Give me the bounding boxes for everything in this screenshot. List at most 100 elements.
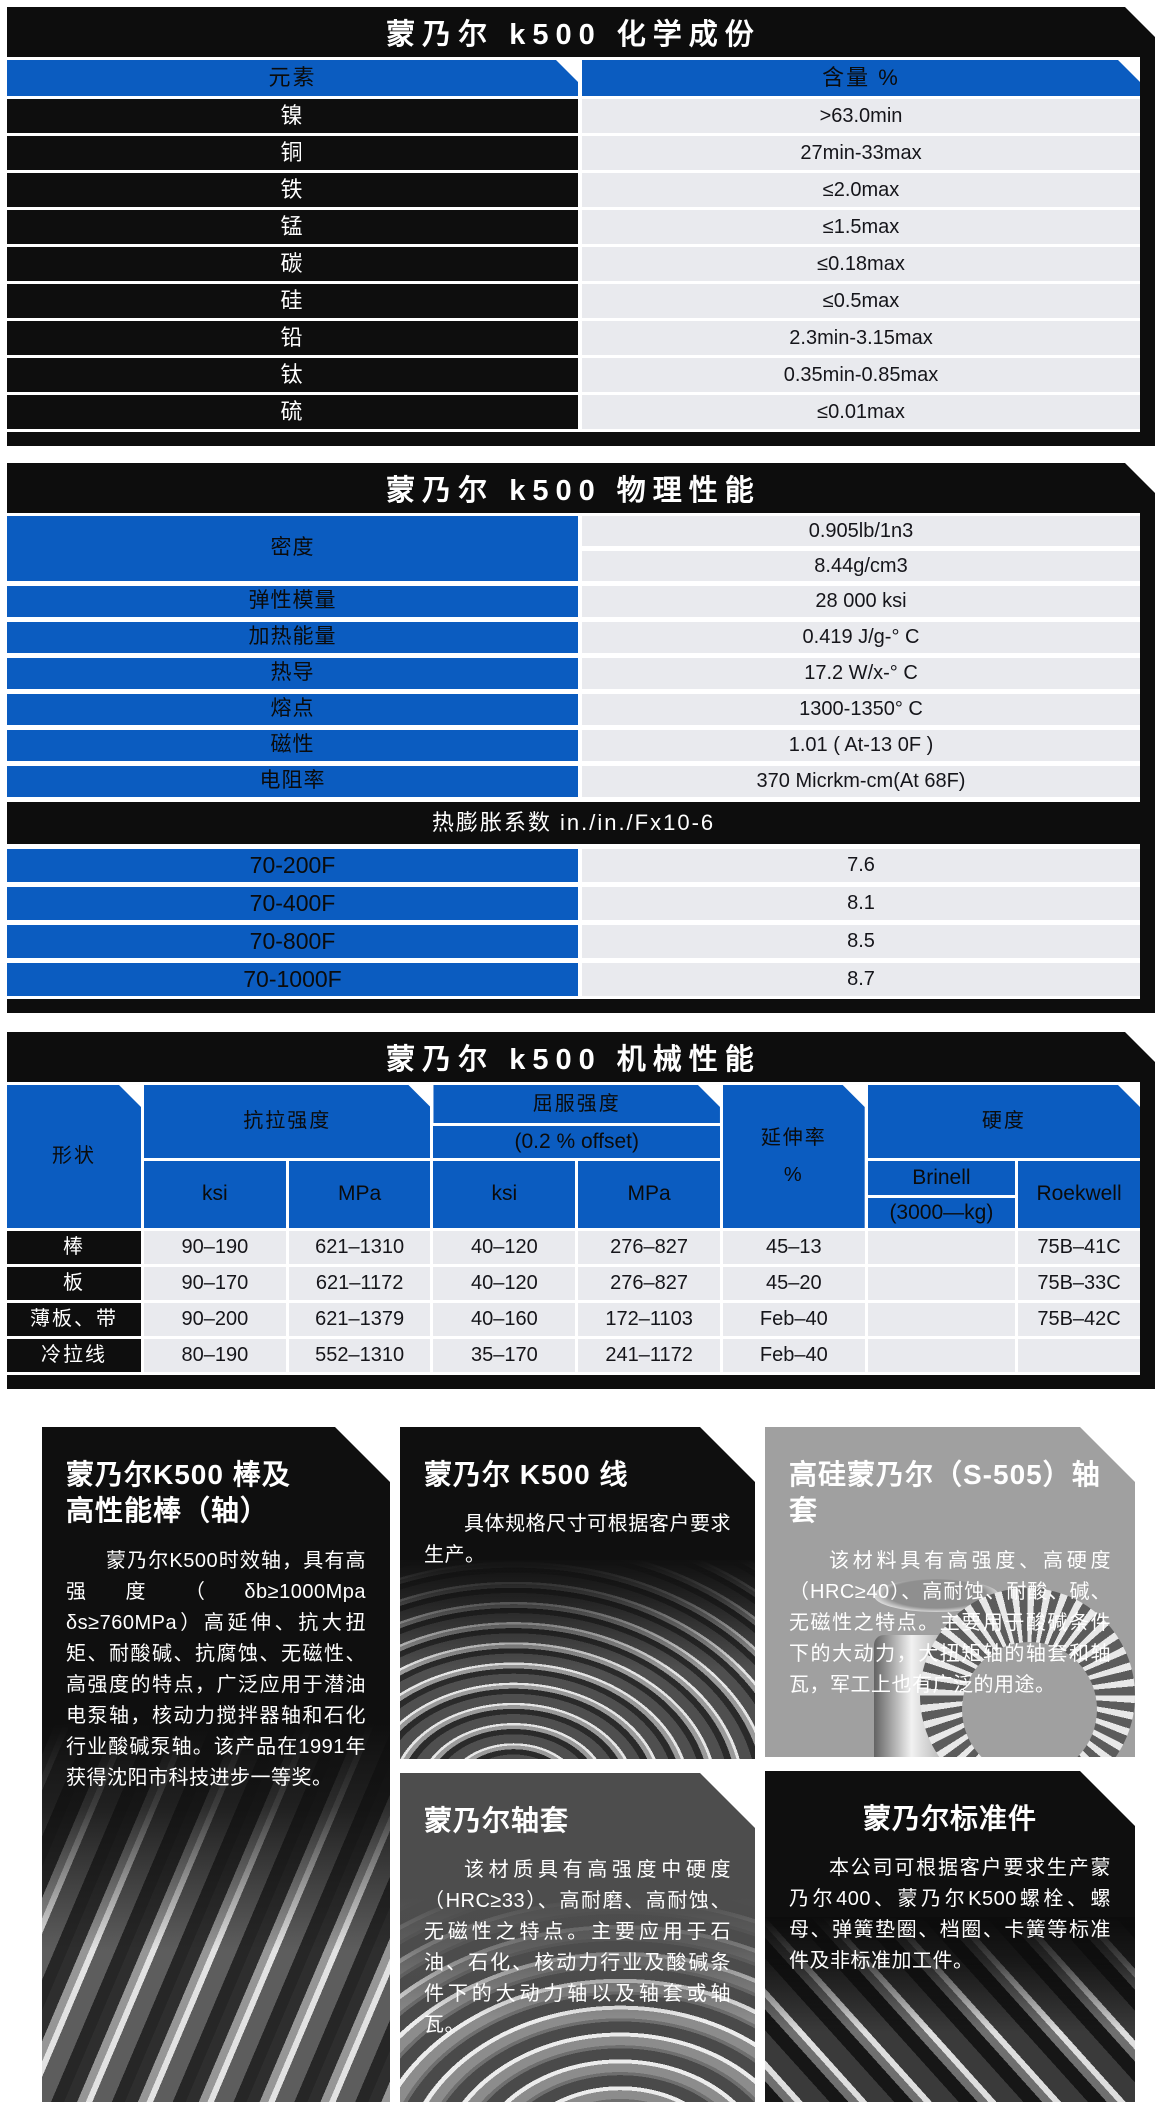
bearing-photo — [858, 1592, 1136, 1757]
data-cell — [868, 1267, 1015, 1300]
element-cell: 锰 — [7, 210, 578, 244]
property-value-cell: 0.419 J/g-° C — [582, 622, 1140, 653]
header-elongation: 延伸率 % — [723, 1085, 865, 1228]
data-cell: 90–170 — [144, 1267, 286, 1300]
value-cell: 27min-33max — [582, 136, 1140, 170]
data-cell: 621–1310 — [289, 1231, 431, 1264]
data-cell: 276–827 — [578, 1231, 720, 1264]
data-cell — [1018, 1339, 1140, 1372]
data-cell: 80–190 — [144, 1339, 286, 1372]
chem-header-content: 含量 % — [582, 60, 1140, 96]
header-rockwell: Roekwell — [1018, 1161, 1140, 1228]
property-value-cell: 1300-1350° C — [582, 694, 1140, 725]
data-cell — [868, 1231, 1015, 1264]
data-cell: 75B–33C — [1018, 1267, 1140, 1300]
property-label-cell: 电阻率 — [7, 766, 578, 797]
chem-header-element: 元素 — [7, 60, 578, 96]
property-value-cell: 0.905lb/1n3 — [582, 516, 1140, 546]
mechanical-table-title: 蒙乃尔 k500 机械性能 — [386, 1044, 761, 1076]
data-cell: Feb–40 — [723, 1339, 865, 1372]
data-cell — [868, 1339, 1015, 1372]
s505-panel: 高硅蒙乃尔（S-505）轴套 该材料具有高强度、高硬度（HRC≥40）、高耐蚀、… — [765, 1427, 1135, 1757]
property-value-cell: 8.44g/cm3 — [582, 551, 1140, 581]
wire-panel-title: 蒙乃尔 K500 线 — [424, 1459, 629, 1490]
element-cell: 镍 — [7, 99, 578, 133]
temp-range-cell: 70-800F — [7, 925, 578, 958]
data-cell: 75B–41C — [1018, 1231, 1140, 1264]
shape-cell: 棒 — [7, 1231, 141, 1264]
wire-panel-body: 具体规格尺寸可根据客户要求生产。 — [424, 1513, 731, 1567]
value-cell: ≤0.01max — [582, 395, 1140, 429]
header-yield-strength: 屈服强度 — [433, 1085, 719, 1123]
rod-panel-title: 蒙乃尔K500 棒及 高性能棒（轴） — [66, 1457, 366, 1530]
expansion-value-cell: 8.5 — [582, 925, 1140, 958]
data-cell: 40–120 — [433, 1231, 575, 1264]
wire-panel: 蒙乃尔 K500 线 具体规格尺寸可根据客户要求生产。 — [400, 1427, 755, 1759]
data-cell: 45–20 — [723, 1267, 865, 1300]
element-cell: 钛 — [7, 358, 578, 392]
property-label-cell: 热导 — [7, 658, 578, 689]
sleeve-panel-title: 蒙乃尔轴套 — [424, 1805, 570, 1836]
expansion-value-cell: 8.1 — [582, 887, 1140, 920]
thermal-expansion-banner: 热膨胀系数 in./in./Fx10-6 — [7, 802, 1140, 844]
sleeve-panel: 蒙乃尔轴套 该材质具有高强度中硬度（HRC≥33）、高耐磨、高耐蚀、无磁性之特点… — [400, 1773, 755, 2102]
data-cell: 75B–42C — [1018, 1303, 1140, 1336]
property-label-cell: 熔点 — [7, 694, 578, 725]
header-offset: (0.2 % offset) — [433, 1126, 719, 1158]
temp-range-cell: 70-1000F — [7, 963, 578, 996]
shape-cell: 冷拉线 — [7, 1339, 141, 1372]
property-value-cell: 28 000 ksi — [582, 586, 1140, 617]
temp-range-cell: 70-200F — [7, 849, 578, 882]
header-brinell: Brinell — [868, 1161, 1015, 1195]
rod-panel-title-line1: 蒙乃尔K500 棒及 — [66, 1459, 291, 1490]
s505-panel-title: 高硅蒙乃尔（S-505）轴套 — [789, 1459, 1101, 1527]
value-cell: ≤0.5max — [582, 284, 1140, 318]
header-hardness: 硬度 — [868, 1085, 1140, 1158]
rod-panel-body: 蒙乃尔K500时效轴，具有高强度（δb≥1000Mpa δs≥760MPa）高延… — [66, 1549, 366, 1789]
element-cell: 铅 — [7, 321, 578, 355]
property-label-cell: 弹性模量 — [7, 586, 578, 617]
property-value-cell: 1.01 ( At-13 0F ) — [582, 730, 1140, 761]
bolts-photo — [765, 1917, 1135, 2102]
element-cell: 碳 — [7, 247, 578, 281]
expansion-value-cell: 8.7 — [582, 963, 1140, 996]
data-cell: 40–120 — [433, 1267, 575, 1300]
rods-photo — [42, 1724, 390, 2102]
property-label-cell: 磁性 — [7, 730, 578, 761]
sleeve-panel-body: 该材质具有高强度中硬度（HRC≥33）、高耐磨、高耐蚀、无磁性之特点。主要应用于… — [424, 1859, 731, 2037]
standard-parts-panel: 蒙乃尔标准件 本公司可根据客户要求生产蒙乃尔400、蒙乃尔K500螺栓、螺母、弹… — [765, 1771, 1135, 2102]
header-shape: 形状 — [7, 1085, 141, 1228]
elongation-label: 延伸率 — [760, 1126, 827, 1149]
wire-coils-photo — [400, 1560, 755, 1759]
product-panels: 蒙乃尔K500 棒及 高性能棒（轴） 蒙乃尔K500时效轴，具有高强度（δb≥1… — [42, 1427, 1162, 2102]
property-value-cell: 17.2 W/x-° C — [582, 658, 1140, 689]
data-cell: 276–827 — [578, 1267, 720, 1300]
header-mpa: MPa — [289, 1161, 431, 1228]
element-cell: 铜 — [7, 136, 578, 170]
data-cell: 241–1172 — [578, 1339, 720, 1372]
s505-panel-body: 该材料具有高强度、高硬度（HRC≥40）、高耐蚀、耐酸、碱、无磁性之特点。主要用… — [789, 1549, 1111, 1696]
header-tensile-strength: 抗拉强度 — [144, 1085, 430, 1158]
data-cell: 621–1379 — [289, 1303, 431, 1336]
physical-table-grid: 密度 0.905lb/1n3 8.44g/cm3 弹性模量 28 000 ksi… — [7, 513, 1140, 999]
rod-panel: 蒙乃尔K500 棒及 高性能棒（轴） 蒙乃尔K500时效轴，具有高强度（δb≥1… — [42, 1427, 390, 2102]
chemical-table-grid: 元素 含量 % 镍 >63.0min 铜 27min-33max 铁 ≤2.0m… — [7, 57, 1140, 432]
physical-properties-table: 蒙乃尔 k500 物理性能 密度 0.905lb/1n3 8.44g/cm3 弹… — [7, 463, 1155, 1013]
value-cell: 0.35min-0.85max — [582, 358, 1140, 392]
data-cell: 552–1310 — [289, 1339, 431, 1372]
standard-parts-title: 蒙乃尔标准件 — [862, 1803, 1037, 1834]
data-cell: 621–1172 — [289, 1267, 431, 1300]
data-cell — [868, 1303, 1015, 1336]
physical-table-title: 蒙乃尔 k500 物理性能 — [386, 475, 761, 507]
element-cell: 硅 — [7, 284, 578, 318]
value-cell: ≤2.0max — [582, 173, 1140, 207]
header-mpa: MPa — [578, 1161, 720, 1228]
value-cell: ≤1.5max — [582, 210, 1140, 244]
data-cell: 35–170 — [433, 1339, 575, 1372]
data-cell: Feb–40 — [723, 1303, 865, 1336]
property-label-cell: 加热能量 — [7, 622, 578, 653]
data-cell: 40–160 — [433, 1303, 575, 1336]
chemical-composition-table: 蒙乃尔 k500 化学成份 元素 含量 % 镍 >63.0min 铜 27min… — [7, 7, 1155, 446]
data-cell: 172–1103 — [578, 1303, 720, 1336]
shape-cell: 板 — [7, 1267, 141, 1300]
